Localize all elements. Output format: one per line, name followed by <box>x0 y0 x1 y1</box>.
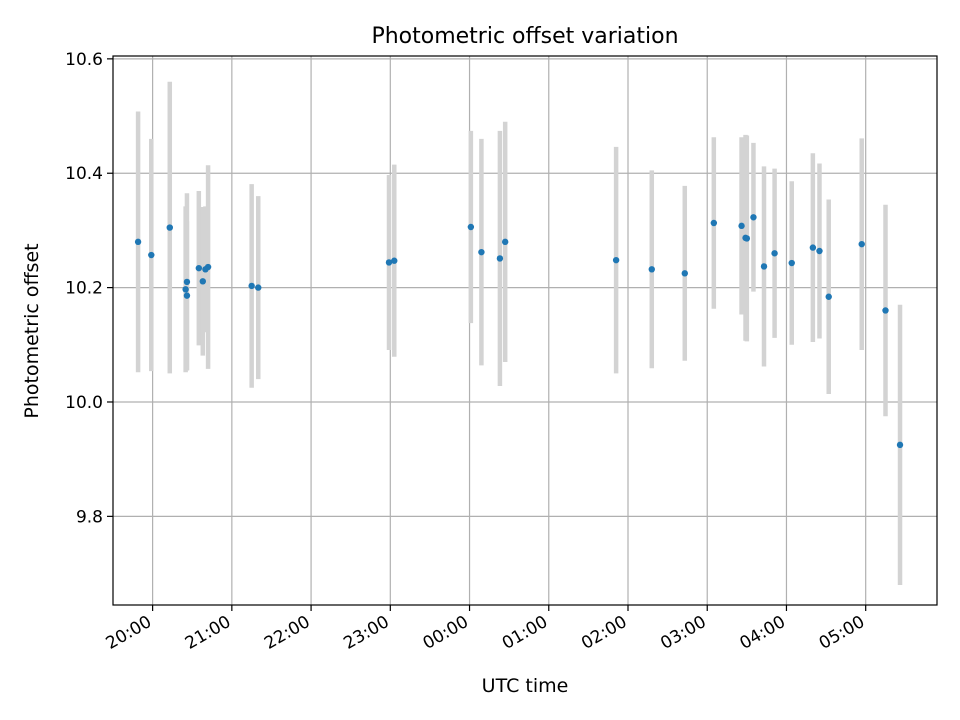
x-axis-label: UTC time <box>482 675 569 697</box>
data-point <box>743 235 751 242</box>
y-axis: 9.8 10.0 10.2 10.4 10.6 <box>65 50 113 527</box>
data-point <box>612 256 620 264</box>
y-tick-label: 10.2 <box>65 279 103 299</box>
y-axis-label: Photometric offset <box>21 243 43 418</box>
plot-frame <box>112 55 938 606</box>
y-tick-label: 10.6 <box>65 50 103 70</box>
data-point <box>816 247 823 255</box>
chart-title: Photometric offset variation <box>371 24 678 49</box>
data-point <box>199 278 206 285</box>
data-point <box>134 238 142 246</box>
data-point <box>858 240 865 248</box>
data-point <box>148 251 155 259</box>
y-tick-label: 10.4 <box>65 164 103 184</box>
plot-area <box>112 55 938 606</box>
data-point <box>788 259 795 267</box>
y-tick-label: 9.8 <box>76 507 103 527</box>
data-point <box>771 250 778 257</box>
data-point <box>255 284 262 291</box>
data-point <box>496 255 504 262</box>
data-point <box>648 266 655 273</box>
data-point <box>825 293 832 300</box>
data-points <box>134 214 904 449</box>
data-point <box>391 257 398 264</box>
data-point <box>182 286 189 293</box>
data-point <box>166 224 173 231</box>
data-point <box>760 263 768 270</box>
data-point <box>478 248 485 256</box>
data-point <box>501 238 509 246</box>
data-point <box>750 214 757 221</box>
data-point <box>710 219 718 227</box>
data-point <box>195 264 203 272</box>
data-point <box>896 441 904 449</box>
data-point <box>882 307 889 314</box>
data-point <box>248 282 255 290</box>
data-point <box>809 244 817 251</box>
y-tick-label: 10.0 <box>65 393 103 413</box>
data-point <box>681 270 688 277</box>
data-point <box>204 263 212 271</box>
data-point <box>183 292 191 299</box>
data-point <box>738 222 745 230</box>
data-point <box>467 223 475 231</box>
data-point <box>385 259 393 266</box>
data-point <box>183 278 191 286</box>
